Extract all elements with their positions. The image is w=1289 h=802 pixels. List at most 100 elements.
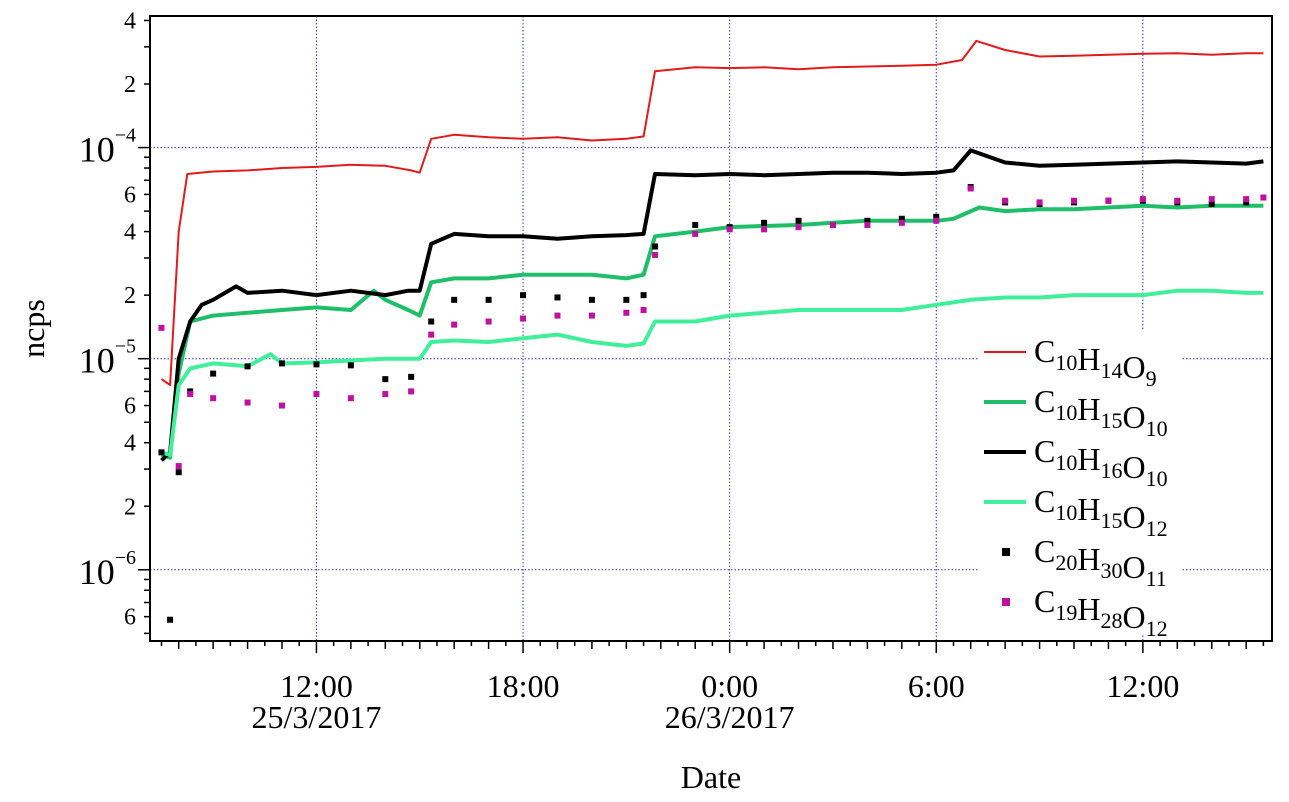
series-point-c20h30o11 (1243, 199, 1250, 206)
series-point-c20h30o11 (623, 296, 630, 303)
series-point-c19h28o12 (623, 309, 630, 316)
series-point-c19h28o12 (588, 312, 595, 319)
legend-label-c19h28o12: C19H28O12 (1034, 583, 1168, 641)
series-point-c20h30o11 (347, 362, 354, 369)
series-point-c19h28o12 (640, 307, 647, 314)
series-point-c19h28o12 (408, 388, 415, 395)
series-point-c19h28o12 (1105, 197, 1112, 204)
y-minor-tick-label: 4 (124, 8, 136, 34)
series-point-c19h28o12 (187, 391, 194, 398)
legend-label-c10h14o9: C10H14O9 (1034, 333, 1157, 391)
series-point-c20h30o11 (158, 449, 165, 456)
series-point-c19h28o12 (1243, 196, 1250, 203)
series-point-c19h28o12 (520, 315, 527, 322)
series-point-c20h30o11 (640, 292, 647, 299)
y-minor-tick-label: 6 (124, 605, 136, 631)
series-point-c20h30o11 (554, 294, 561, 301)
series-line-c10h14o9 (160, 39, 1264, 387)
series-point-c19h28o12 (864, 221, 871, 228)
series-point-c20h30o11 (761, 219, 768, 226)
series-point-c20h30o11 (451, 296, 458, 303)
series-point-c19h28o12 (158, 324, 165, 331)
y-major-tick-label: 10−4 (79, 125, 136, 170)
series-point-c19h28o12 (829, 221, 836, 228)
series-point-c19h28o12 (1071, 197, 1077, 204)
series-point-c19h28o12 (313, 391, 320, 398)
x-tick-label: 12:00 (1106, 668, 1179, 704)
legend-label-c20h30o11: C20H30O11 (1034, 533, 1167, 591)
x-tick-label: 6:00 (908, 668, 965, 704)
series-point-c20h30o11 (210, 370, 217, 377)
series-point-c19h28o12 (554, 312, 561, 319)
legend-box (978, 330, 1182, 634)
x-tick-label: 12:00 (280, 668, 353, 704)
series-point-c19h28o12 (652, 251, 659, 258)
series-point-c20h30o11 (428, 318, 435, 325)
series-point-c20h30o11 (898, 215, 905, 222)
series-point-c19h28o12 (279, 402, 285, 409)
legend-label-c10h16o10: C10H16O10 (1034, 433, 1168, 491)
y-minor-tick-label: 2 (124, 283, 136, 309)
series-point-c19h28o12 (485, 318, 492, 325)
y-minor-tick-label: 2 (124, 494, 136, 520)
series-point-c20h30o11 (692, 221, 699, 228)
series-point-c20h30o11 (520, 292, 527, 299)
series-point-c19h28o12 (175, 463, 182, 470)
series-point-c19h28o12 (1002, 197, 1009, 204)
y-minor-tick-label: 4 (124, 220, 136, 246)
x-date-label: 26/3/2017 (665, 699, 795, 735)
legend-swatch-c19h28o12 (1002, 598, 1010, 606)
x-tick-label: 18:00 (487, 668, 560, 704)
series-point-c20h30o11 (244, 363, 251, 370)
series-point-c20h30o11 (588, 296, 595, 303)
legend: C10H14O9C10H15O10C10H16O10C10H15O12C20H3… (978, 330, 1182, 641)
plot-frame (149, 15, 1273, 642)
series-point-c20h30o11 (485, 296, 492, 303)
series-point-c19h28o12 (428, 331, 435, 338)
series-point-c20h30o11 (313, 361, 320, 368)
series-point-c19h28o12 (1208, 196, 1215, 203)
series-line-c10h15o12 (160, 288, 1264, 457)
y-major-tick-label: 10−6 (79, 547, 136, 592)
series-point-c19h28o12 (795, 224, 802, 231)
series-point-c19h28o12 (451, 321, 458, 328)
series-point-c20h30o11 (864, 217, 871, 224)
series-point-c19h28o12 (967, 185, 974, 192)
series-point-c20h30o11 (382, 376, 389, 383)
series-point-c19h28o12 (1036, 199, 1043, 206)
series-point-c19h28o12 (210, 395, 217, 402)
y-minor-tick-label: 2 (124, 72, 136, 98)
series-line-c10h16o10 (160, 148, 1264, 462)
series-point-c19h28o12 (761, 226, 768, 233)
series-point-c20h30o11 (1208, 201, 1215, 208)
series-line-c10h15o10 (160, 203, 1264, 460)
series-point-c20h30o11 (933, 213, 940, 220)
legend-swatch-c20h30o11 (1002, 548, 1010, 556)
series-point-c19h28o12 (692, 230, 699, 237)
series-point-c19h28o12 (726, 226, 733, 233)
series-point-c20h30o11 (175, 469, 182, 476)
series-layer (158, 39, 1267, 623)
series-point-c20h30o11 (408, 373, 415, 380)
x-tick-label: 0:00 (701, 668, 758, 704)
series-point-c19h28o12 (347, 395, 354, 402)
series-point-c19h28o12 (898, 219, 905, 226)
series-point-c19h28o12 (1174, 197, 1181, 204)
x-axis-label: Date (681, 759, 741, 795)
series-point-c19h28o12 (933, 217, 940, 224)
series-point-c20h30o11 (652, 243, 659, 250)
legend-label-c10h15o12: C10H15O12 (1034, 483, 1168, 541)
y-minor-tick-label: 6 (124, 394, 136, 420)
y-minor-tick-label: 6 (124, 182, 136, 208)
y-major-tick-label: 10−5 (79, 336, 136, 381)
series-point-c19h28o12 (1260, 194, 1267, 201)
y-axis-label: ncps (15, 299, 51, 358)
y-minor-tick-label: 4 (124, 431, 136, 457)
x-date-label: 25/3/2017 (252, 699, 382, 735)
series-point-c20h30o11 (279, 360, 285, 367)
series-point-c19h28o12 (244, 399, 251, 406)
series-point-c19h28o12 (1139, 196, 1146, 203)
series-point-c20h30o11 (795, 217, 802, 224)
